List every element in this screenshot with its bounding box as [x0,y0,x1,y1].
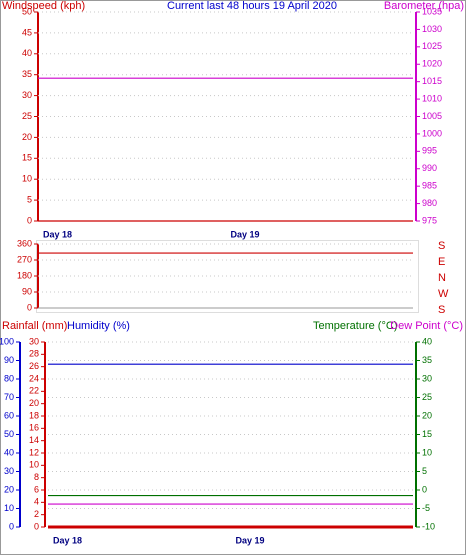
direction-label: S [438,240,445,252]
y-tick-label: 180 [17,270,32,280]
y-tick-label: 4 [34,497,39,507]
x-tick-label: Day 19 [231,229,260,239]
y-tick-label: 28 [29,349,39,359]
y-tick-label: 80 [4,373,14,383]
y-tick-label: 20 [22,132,32,142]
y-tick-label: 985 [422,181,437,191]
y-tick-label: 18 [29,410,39,420]
y-tick-label: 1000 [422,128,442,138]
y-tick-label: 360 [17,238,32,248]
y-tick-label: 15 [22,153,32,163]
y-tick-label: 24 [29,373,39,383]
y-tick-label: 5 [422,466,427,476]
series-name: Humidity (%) [67,320,130,332]
y-tick-label: 40 [4,447,14,457]
y-tick-label: 40 [422,336,432,346]
y-tick-label: 10 [422,447,432,457]
y-tick-label: 30 [29,336,39,346]
y-tick-label: 26 [29,361,39,371]
y-tick-label: 990 [422,163,437,173]
y-tick-label: 20 [29,398,39,408]
y-tick-label: 45 [22,27,32,37]
y-tick-label: 30 [22,90,32,100]
y-tick-label: 10 [22,174,32,184]
direction-label: W [438,288,449,300]
y-tick-label: 0 [27,302,32,312]
y-tick-label: 30 [422,373,432,383]
y-tick-label: 1035 [422,6,442,16]
series-name: Dew Point (°C) [390,320,463,332]
x-tick-label: Day 18 [43,229,72,239]
series-name: Temperature (°C) [313,320,397,332]
y-tick-label: 1020 [422,59,442,69]
y-tick-label: -5 [422,503,430,513]
y-tick-label: 980 [422,198,437,208]
y-tick-label: 40 [22,48,32,58]
y-tick-label: 270 [17,254,32,264]
y-tick-label: 25 [22,111,32,121]
y-tick-label: 995 [422,146,437,156]
y-tick-label: 1025 [422,41,442,51]
y-tick-label: -10 [422,521,435,531]
y-tick-label: 0 [422,484,427,494]
y-tick-label: 15 [422,429,432,439]
y-tick-label: 0 [34,521,39,531]
y-tick-label: 20 [4,484,14,494]
y-tick-label: 25 [422,392,432,402]
direction-label: N [438,272,446,284]
y-tick-label: 35 [422,355,432,365]
y-tick-label: 16 [29,423,39,433]
y-tick-label: 1005 [422,111,442,121]
y-tick-label: 35 [22,69,32,79]
y-tick-label: 0 [27,215,32,225]
y-tick-label: 2 [34,509,39,519]
y-tick-label: 1010 [422,93,442,103]
y-tick-label: 22 [29,386,39,396]
y-tick-label: 70 [4,392,14,402]
y-tick-label: 14 [29,435,39,445]
y-tick-label: 8 [34,472,39,482]
series-name: Windspeed (kph) [2,0,85,12]
y-tick-label: 1030 [422,24,442,34]
series-name: Barometer (hpa) [384,0,464,12]
x-tick-label: Day 19 [236,535,265,545]
y-tick-label: 0 [9,521,14,531]
y-tick-label: 1015 [422,76,442,86]
direction-label: S [438,304,445,316]
y-tick-label: 100 [0,336,14,346]
y-tick-label: 50 [22,6,32,16]
y-tick-label: 975 [422,215,437,225]
y-tick-label: 5 [27,194,32,204]
chart-title: Current last 48 hours 19 April 2020 [167,0,337,12]
series-name: Rainfall (mm) [2,320,67,332]
y-tick-label: 90 [4,355,14,365]
x-tick-label: Day 18 [53,535,82,545]
y-tick-label: 10 [4,503,14,513]
y-tick-label: 6 [34,484,39,494]
y-tick-label: 20 [422,410,432,420]
y-tick-label: 30 [4,466,14,476]
direction-label: E [438,256,445,268]
y-tick-label: 10 [29,460,39,470]
y-tick-label: 50 [4,429,14,439]
y-tick-label: 12 [29,447,39,457]
y-tick-label: 90 [22,286,32,296]
y-tick-label: 60 [4,410,14,420]
